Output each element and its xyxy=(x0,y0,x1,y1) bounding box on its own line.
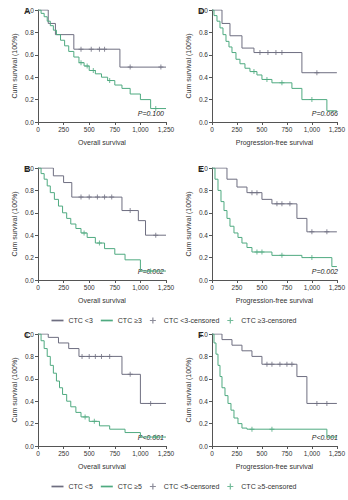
svg-text:0.6: 0.6 xyxy=(25,51,34,58)
svg-text:1,000: 1,000 xyxy=(304,126,321,133)
svg-text:Cum survival (100%): Cum survival (100%) xyxy=(185,358,193,423)
svg-text:1.0: 1.0 xyxy=(25,7,34,14)
svg-text:750: 750 xyxy=(109,450,120,457)
svg-text:750: 750 xyxy=(109,284,120,291)
svg-text:0.0: 0.0 xyxy=(199,443,208,450)
svg-text:0.0: 0.0 xyxy=(25,277,34,284)
svg-text:1.0: 1.0 xyxy=(199,7,208,14)
svg-text:750: 750 xyxy=(281,284,292,291)
svg-text:CTC ≥3-censored: CTC ≥3-censored xyxy=(241,317,296,324)
svg-text:1,250: 1,250 xyxy=(158,126,175,133)
svg-text:Progression-free survival: Progression-free survival xyxy=(236,463,314,471)
svg-text:CTC ≥5: CTC ≥5 xyxy=(118,483,142,490)
svg-text:1,000: 1,000 xyxy=(304,284,321,291)
svg-text:1,250: 1,250 xyxy=(329,450,346,457)
svg-text:0.2: 0.2 xyxy=(25,96,34,103)
svg-text:0.4: 0.4 xyxy=(199,74,208,81)
svg-text:500: 500 xyxy=(84,450,95,457)
svg-text:0: 0 xyxy=(36,450,40,457)
svg-text:0.4: 0.4 xyxy=(199,232,208,239)
svg-text:0.2: 0.2 xyxy=(199,96,208,103)
svg-text:1.0: 1.0 xyxy=(199,165,208,172)
svg-text:0.6: 0.6 xyxy=(25,375,34,382)
svg-text:0.8: 0.8 xyxy=(199,353,208,360)
svg-text:P<0.001: P<0.001 xyxy=(137,434,164,441)
svg-text:1,250: 1,250 xyxy=(158,450,175,457)
svg-text:0.2: 0.2 xyxy=(25,254,34,261)
svg-text:0.6: 0.6 xyxy=(199,51,208,58)
svg-text:P<0.001: P<0.001 xyxy=(311,434,338,441)
svg-text:0.6: 0.6 xyxy=(199,209,208,216)
svg-text:0.0: 0.0 xyxy=(25,119,34,126)
svg-text:0.8: 0.8 xyxy=(25,187,34,194)
svg-text:Overall survival: Overall survival xyxy=(78,139,126,146)
svg-text:0.0: 0.0 xyxy=(199,277,208,284)
svg-text:750: 750 xyxy=(109,126,120,133)
svg-text:1.0: 1.0 xyxy=(25,331,34,338)
svg-text:P=0.002: P=0.002 xyxy=(137,268,164,275)
svg-text:0.8: 0.8 xyxy=(199,29,208,36)
svg-text:1,000: 1,000 xyxy=(304,450,321,457)
svg-text:0.4: 0.4 xyxy=(199,398,208,405)
svg-text:Cum survival (100%): Cum survival (100%) xyxy=(185,192,193,257)
svg-text:0: 0 xyxy=(210,126,214,133)
svg-text:Progression-free survival: Progression-free survival xyxy=(236,297,314,305)
svg-text:0.6: 0.6 xyxy=(199,375,208,382)
svg-text:1,000: 1,000 xyxy=(132,126,149,133)
svg-text:1,250: 1,250 xyxy=(329,284,346,291)
svg-text:Overall survival: Overall survival xyxy=(78,463,126,470)
svg-text:0.8: 0.8 xyxy=(25,29,34,36)
svg-text:CTC <3-censored: CTC <3-censored xyxy=(164,317,220,324)
svg-text:0.0: 0.0 xyxy=(199,119,208,126)
svg-text:1.0: 1.0 xyxy=(25,165,34,172)
svg-text:250: 250 xyxy=(232,450,243,457)
svg-text:0.2: 0.2 xyxy=(25,420,34,427)
svg-text:1.0: 1.0 xyxy=(199,331,208,338)
svg-text:CTC ≥3: CTC ≥3 xyxy=(118,317,142,324)
svg-text:CTC <5: CTC <5 xyxy=(68,483,92,490)
svg-text:500: 500 xyxy=(257,126,268,133)
svg-text:Cum survival (100%): Cum survival (100%) xyxy=(11,358,19,423)
svg-text:500: 500 xyxy=(257,284,268,291)
svg-text:1,250: 1,250 xyxy=(158,284,175,291)
svg-text:0.4: 0.4 xyxy=(25,232,34,239)
svg-text:1,250: 1,250 xyxy=(329,126,346,133)
svg-text:0: 0 xyxy=(210,284,214,291)
svg-text:0.4: 0.4 xyxy=(25,398,34,405)
svg-text:CTC <5-censored: CTC <5-censored xyxy=(164,483,220,490)
svg-text:0.4: 0.4 xyxy=(25,74,34,81)
svg-text:500: 500 xyxy=(84,284,95,291)
svg-text:250: 250 xyxy=(232,284,243,291)
svg-text:250: 250 xyxy=(232,126,243,133)
svg-text:250: 250 xyxy=(58,450,69,457)
svg-text:250: 250 xyxy=(58,284,69,291)
svg-text:P=0.002: P=0.002 xyxy=(312,268,338,275)
svg-text:0: 0 xyxy=(36,126,40,133)
svg-text:Overall survival: Overall survival xyxy=(78,297,126,304)
svg-text:Progression-free survival: Progression-free survival xyxy=(236,139,314,147)
svg-text:500: 500 xyxy=(257,450,268,457)
svg-text:0.2: 0.2 xyxy=(199,420,208,427)
svg-text:0.8: 0.8 xyxy=(199,187,208,194)
svg-text:750: 750 xyxy=(281,450,292,457)
svg-text:P=0.100: P=0.100 xyxy=(138,110,164,117)
svg-text:1,000: 1,000 xyxy=(132,284,149,291)
svg-text:0.8: 0.8 xyxy=(25,353,34,360)
svg-text:0.2: 0.2 xyxy=(199,254,208,261)
svg-text:Cum survival (100%): Cum survival (100%) xyxy=(11,34,19,99)
svg-text:0: 0 xyxy=(36,284,40,291)
svg-text:250: 250 xyxy=(58,126,69,133)
svg-text:CTC ≥5-censored: CTC ≥5-censored xyxy=(241,483,296,490)
svg-text:0.0: 0.0 xyxy=(25,443,34,450)
svg-text:750: 750 xyxy=(281,126,292,133)
svg-text:Cum survival (100%): Cum survival (100%) xyxy=(11,192,19,257)
svg-text:0.6: 0.6 xyxy=(25,209,34,216)
svg-text:P=0.066: P=0.066 xyxy=(311,110,338,117)
svg-text:0: 0 xyxy=(210,450,214,457)
svg-text:1,000: 1,000 xyxy=(132,450,149,457)
svg-text:500: 500 xyxy=(84,126,95,133)
svg-text:Cum survival (100%): Cum survival (100%) xyxy=(185,34,193,99)
svg-text:CTC <3: CTC <3 xyxy=(68,317,92,324)
